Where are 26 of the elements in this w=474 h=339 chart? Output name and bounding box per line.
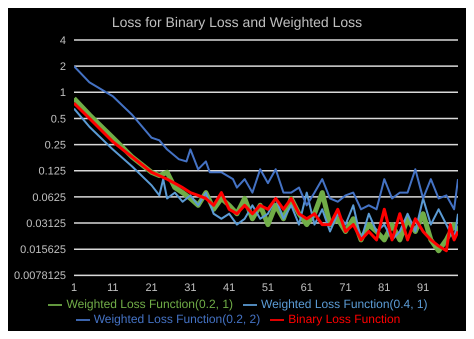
chart-title: Loss for Binary Loss and Weighted Loss xyxy=(110,13,364,32)
x-tick-label: 51 xyxy=(262,282,274,294)
x-tick-label: 91 xyxy=(416,282,430,294)
y-tick-label: 0.015625 xyxy=(20,244,66,256)
x-tick-label: 21 xyxy=(145,282,158,294)
line-series xyxy=(74,65,458,210)
y-tick-label: 0.0078125 xyxy=(14,270,66,282)
x-tick-label: 61 xyxy=(300,282,313,294)
legend-label: Binary Loss Function xyxy=(288,312,400,326)
y-tick-label: 0.03125 xyxy=(26,218,66,230)
x-tick-label: 71 xyxy=(339,282,352,294)
x-tick-label: 11 xyxy=(107,282,118,294)
y-tick-label: 1 xyxy=(60,87,66,100)
x-tick-label: 31 xyxy=(184,282,196,294)
y-tick-label: 4 xyxy=(60,34,66,47)
y-tick-label: 0.25 xyxy=(44,140,66,152)
x-tick-label: 41 xyxy=(223,282,236,294)
y-tick-label: 0.125 xyxy=(38,166,66,178)
x-tick-label: 1 xyxy=(70,282,78,294)
legend-label: Weighted Loss Function(0.2, 2) xyxy=(94,312,260,326)
legend-label: Weighted Loss Function(0.4, 1) xyxy=(261,297,428,312)
x-tick-label: 81 xyxy=(378,282,390,294)
legend-label: Weighted Loss Function(0.2, 1) xyxy=(66,297,233,312)
y-tick-label: 0.5 xyxy=(50,113,66,126)
y-tick-label: 2 xyxy=(60,61,66,74)
y-tick-label: 0.0625 xyxy=(32,192,66,204)
